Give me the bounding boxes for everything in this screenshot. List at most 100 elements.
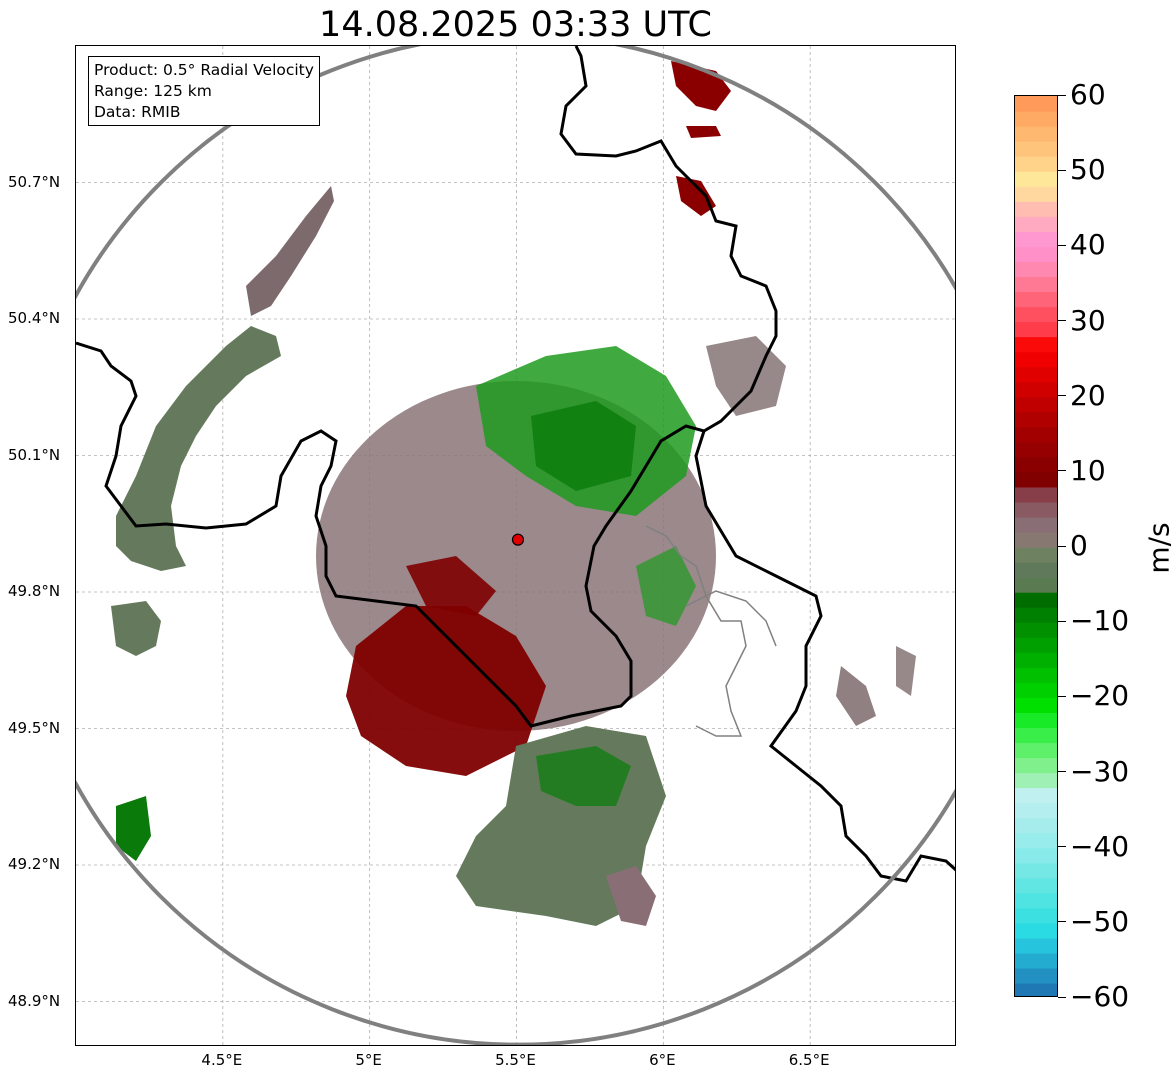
colorbar-band	[1015, 126, 1057, 142]
colorbar-band	[1015, 637, 1057, 653]
echo-region	[896, 646, 916, 696]
colorbar-tick-mark	[1058, 921, 1066, 923]
radar-map-canvas[interactable]	[76, 46, 956, 1046]
colorbar-band	[1015, 922, 1057, 939]
echo-region	[636, 546, 696, 626]
colorbar-tick-mark	[1058, 771, 1066, 772]
colorbar-band	[1015, 907, 1057, 924]
latitude-tick-label: 49.8°N	[8, 582, 61, 600]
latitude-tick-label: 50.4°N	[8, 309, 61, 327]
colorbar-band	[1015, 802, 1057, 819]
region-border	[645, 525, 747, 737]
echo-region	[606, 866, 656, 926]
colorbar-band	[1015, 697, 1057, 713]
colorbar-tick-mark	[1058, 94, 1066, 96]
colorbar-tick-label: 50	[1070, 153, 1106, 187]
latitude-tick-label: 49.5°N	[8, 718, 61, 737]
colorbar-band	[1015, 982, 1057, 996]
colorbar-tick-mark	[1058, 470, 1066, 472]
longitude-tick-label: 5.5°E	[495, 1051, 536, 1069]
colorbar-band	[1015, 772, 1057, 789]
echo-region	[346, 606, 546, 776]
longitude-tick-label: 6°E	[649, 1051, 676, 1069]
borders	[76, 46, 955, 883]
colorbar-band	[1015, 682, 1057, 698]
colorbar-band	[1015, 501, 1057, 518]
colorbar-band	[1015, 321, 1057, 338]
colorbar-band	[1015, 652, 1057, 668]
colorbar-band	[1015, 787, 1057, 804]
radar-site-marker[interactable]	[511, 533, 525, 546]
colorbar-band	[1015, 967, 1057, 984]
colorbar-tick-label: −40	[1070, 829, 1130, 863]
echo-region	[116, 796, 151, 861]
colorbar-band	[1015, 877, 1057, 894]
colorbar-band	[1015, 456, 1057, 473]
colorbar-band	[1015, 366, 1057, 383]
colorbar-band	[1015, 171, 1057, 187]
echo-region	[111, 601, 161, 656]
colorbar-band	[1015, 471, 1057, 488]
colorbar-tick-mark	[1058, 244, 1066, 246]
colorbar-tick-label: 0	[1070, 529, 1088, 562]
colorbar-tick-label: −50	[1070, 904, 1130, 938]
map-title: 14.08.2025 03:33 UTC	[319, 5, 712, 45]
colorbar-band	[1015, 441, 1057, 458]
echo-region	[676, 176, 716, 216]
latitude-tick-label: 50.7°N	[8, 172, 61, 191]
colorbar-band	[1015, 381, 1057, 398]
longitude-tick-label: 6.5°E	[788, 1051, 830, 1069]
colorbar-tick-label: 40	[1070, 228, 1106, 262]
latitude-tick-label: 48.9°N	[8, 991, 61, 1010]
range-ring-circle	[76, 46, 955, 1045]
product-label: Product: 0.5° Radial Velocity	[94, 61, 314, 79]
colorbar-band	[1015, 231, 1057, 247]
colorbar-tick-mark	[1058, 545, 1066, 547]
radar-map-panel[interactable]	[75, 45, 956, 1046]
colorbar-band	[1015, 952, 1057, 969]
colorbar-band	[1015, 937, 1057, 954]
colorbar-band	[1015, 141, 1057, 157]
colorbar-band	[1015, 577, 1057, 593]
colorbar-band	[1015, 727, 1057, 744]
colorbar-band	[1015, 276, 1057, 293]
colorbar-band	[1015, 862, 1057, 879]
colorbar-band	[1015, 486, 1057, 503]
colorbar-tick-label: 30	[1070, 303, 1106, 337]
colorbar-band	[1015, 411, 1057, 428]
colorbar-tick-mark	[1058, 996, 1066, 998]
colorbar-band	[1015, 351, 1057, 368]
colorbar-band	[1015, 216, 1057, 232]
colorbar-band	[1015, 847, 1057, 864]
product-info-box: Product: 0.5° Radial Velocity Range: 125…	[88, 56, 320, 126]
colorbar-band	[1015, 607, 1057, 623]
colorbar-tick-mark	[1058, 320, 1066, 321]
echo-region	[836, 666, 876, 726]
colorbar-band	[1015, 516, 1057, 533]
colorbar-tick-mark	[1058, 169, 1066, 171]
colorbar-bands	[1015, 96, 1057, 996]
region-border	[685, 590, 777, 647]
country-border	[559, 46, 778, 433]
colorbar-band	[1015, 592, 1057, 608]
radar-site[interactable]	[511, 533, 525, 546]
longitude-tick-label: 4.5°E	[201, 1051, 243, 1069]
colorbar-band	[1015, 817, 1057, 834]
colorbar-band	[1015, 111, 1057, 127]
colorbar-band	[1015, 96, 1057, 112]
colorbar-band	[1015, 261, 1057, 277]
colorbar-tick-mark	[1058, 846, 1066, 848]
echo-region	[686, 126, 721, 138]
colorbar-band	[1015, 547, 1057, 563]
colorbar-band	[1015, 742, 1057, 759]
country-border	[76, 341, 705, 728]
colorbar-tick-label: −20	[1070, 679, 1130, 713]
colorbar-tick-label: −10	[1070, 604, 1130, 638]
colorbar-band	[1015, 306, 1057, 323]
colorbar-band	[1015, 186, 1057, 202]
echo-region	[536, 746, 631, 806]
colorbar-band	[1015, 832, 1057, 849]
colorbar-band	[1015, 336, 1057, 353]
country-border	[694, 430, 955, 883]
colorbar-tick-mark	[1058, 695, 1066, 697]
